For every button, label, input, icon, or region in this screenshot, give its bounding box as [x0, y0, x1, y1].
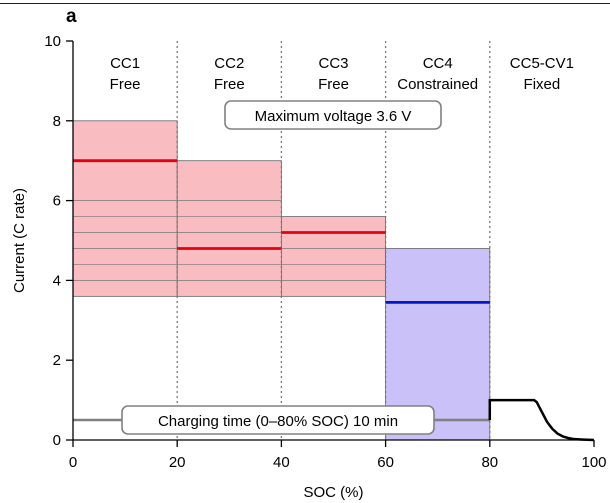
y-tick-label-10: 10 — [44, 33, 61, 50]
panel-label: a — [66, 6, 77, 27]
free-region-3 — [280, 216, 386, 297]
phase-name-5: CC5-CV1 — [510, 55, 574, 72]
y-axis-title: Current (C rate) — [11, 188, 28, 293]
x-tick-label-80: 80 — [481, 454, 498, 471]
y-tick-label-0: 0 — [53, 432, 61, 449]
phase-labels: CC1 Free CC2 Free CC3 Free CC4 Constrained CC5-C… — [110, 55, 574, 93]
phase-name-1: CC1 — [110, 55, 140, 72]
x-tick-label-20: 20 — [169, 454, 186, 471]
annotations: Maximum voltage 3.6 V Charging time (0–8… — [121, 100, 442, 435]
x-tick-label-0: 0 — [69, 454, 77, 471]
phase-name-4: CC4 — [423, 55, 453, 72]
cc5-cv1-profile — [488, 398, 595, 442]
y-tick-label-6: 6 — [53, 193, 61, 210]
max-voltage-box — [224, 100, 442, 130]
phase-name-2: CC2 — [214, 55, 244, 72]
y-tick-label-4: 4 — [53, 272, 61, 289]
phase-mode-5: Fixed — [524, 76, 561, 93]
phase-mode-4: Constrained — [397, 76, 478, 93]
phase-mode-3: Free — [318, 76, 349, 93]
max-voltage-annotation: Maximum voltage 3.6 V — [255, 108, 412, 125]
y-tick-label-2: 2 — [53, 352, 61, 369]
free-region-2 — [176, 160, 282, 297]
candidate-level-lines — [73, 200, 386, 281]
phase-name-3: CC3 — [318, 55, 348, 72]
top-rule — [0, 3, 610, 4]
phase-mode-1: Free — [110, 76, 141, 93]
free-region-1 — [72, 120, 178, 297]
x-tick-label-60: 60 — [377, 454, 394, 471]
x-axis-title: SOC (%) — [304, 484, 364, 501]
x-tick-label-100: 100 — [581, 454, 606, 471]
charging-time-annotation: Charging time (0–80% SOC) 10 min — [158, 413, 398, 430]
cc5-cv1-curve — [488, 398, 595, 442]
phase-mode-2: Free — [214, 76, 245, 93]
y-tick-label-8: 8 — [53, 113, 61, 130]
x-tick-label-40: 40 — [273, 454, 290, 471]
charging-time-box — [121, 405, 435, 435]
